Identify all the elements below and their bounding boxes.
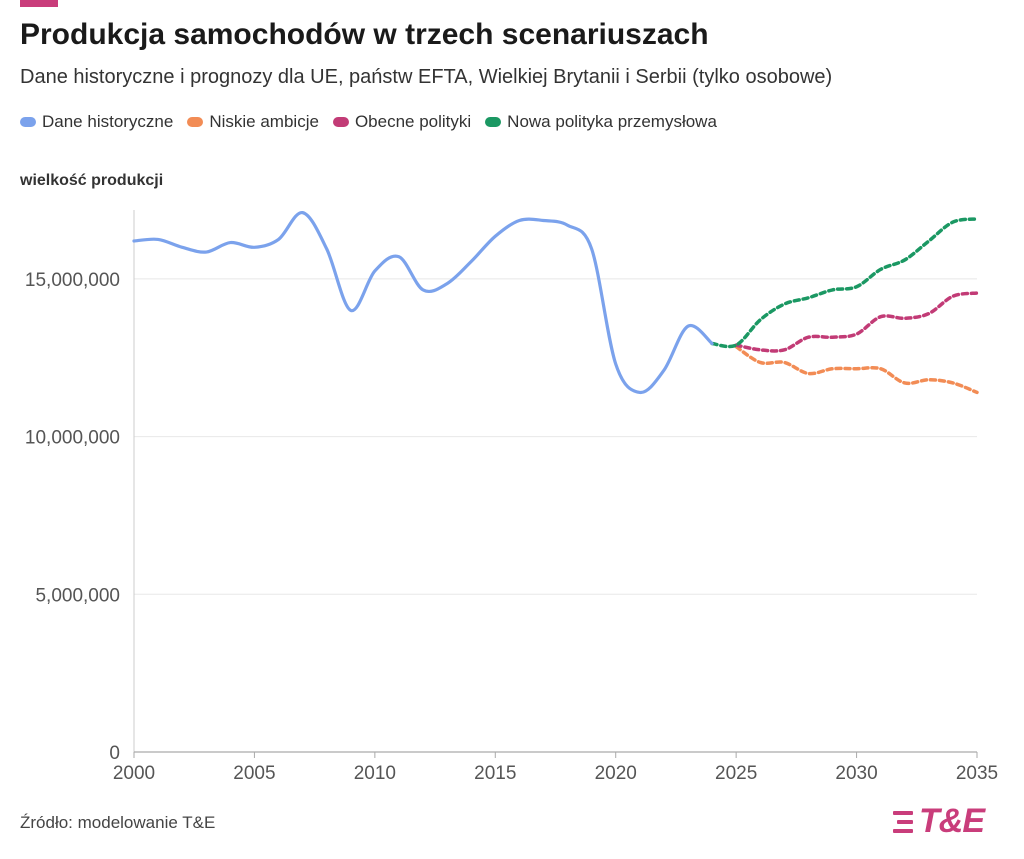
x-tick-label: 2035: [956, 763, 998, 784]
te-logo: T&E: [893, 802, 985, 841]
x-tick-label: 2015: [474, 763, 516, 784]
legend-label-new-industrial-policy: Nowa polityka przemysłowa: [507, 112, 717, 131]
legend-item-new-industrial-policy: Nowa polityka przemysłowa: [485, 112, 717, 132]
legend-swatch-low-ambition: [187, 117, 204, 127]
y-tick-label: 10,000,000: [25, 428, 120, 449]
x-tick-label: 2010: [354, 763, 396, 784]
x-tick-label: 2005: [233, 763, 275, 784]
legend-swatch-historical: [20, 117, 36, 127]
chart-title: Produkcja samochodów w trzech scenariusz…: [20, 18, 709, 51]
te-logo-icon: [893, 810, 913, 833]
chart-subtitle: Dane historyczne i prognozy dla UE, pańs…: [20, 66, 833, 88]
series-line-low-ambition: [734, 344, 979, 395]
legend: Dane historyczne Niskie ambicje Obecne p…: [20, 112, 717, 132]
y-axis-title: wielkość produkcji: [20, 172, 164, 189]
legend-item-historical: Dane historyczne: [20, 112, 173, 132]
y-tick-label: 15,000,000: [25, 270, 120, 291]
x-tick-label: 2000: [113, 763, 155, 784]
y-tick-label: 5,000,000: [35, 585, 120, 606]
x-tick-label: 2030: [835, 763, 877, 784]
x-tick-label: 2020: [595, 763, 637, 784]
legend-label-historical: Dane historyczne: [42, 112, 174, 131]
y-tick-label: 0: [109, 743, 120, 764]
x-tick-label: 2025: [715, 763, 757, 784]
legend-label-low-ambition: Niskie ambicje: [209, 112, 319, 131]
legend-label-current-policies: Obecne polityki: [354, 112, 472, 131]
source-note: Źródło: modelowanie T&E: [20, 813, 216, 832]
legend-swatch-current-policies: [332, 117, 349, 127]
legend-item-low-ambition: Niskie ambicje: [187, 112, 319, 132]
te-logo-text: T&E: [919, 802, 985, 840]
line-chart: 0 5,000,000 10,000,000 15,000,000 2000 2005 20…: [25, 210, 998, 784]
accent-bar: [20, 0, 58, 7]
series-line-historical: [132, 211, 714, 395]
legend-item-current-policies: Obecne polityki: [332, 112, 472, 132]
series-line-new-industrial-policy: [710, 217, 979, 349]
legend-swatch-new-industrial-policy: [485, 117, 502, 127]
series-line-current-policies: [734, 291, 979, 353]
